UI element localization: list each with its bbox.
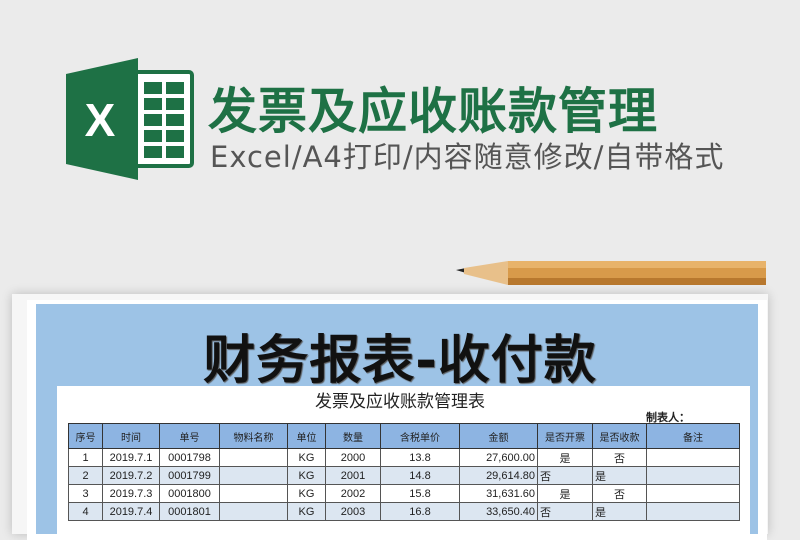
table-cell[interactable]: 29,614.80 [459,466,538,485]
table-cell[interactable]: KG [287,448,326,467]
table-cell[interactable]: 16.8 [380,502,460,521]
table-cell[interactable]: 是 [592,466,647,485]
column-header: 金额 [459,423,538,449]
table-cell[interactable]: 否 [592,448,647,467]
table-cell[interactable]: KG [287,502,326,521]
banner-title: 发票及应收账款管理 [208,83,659,140]
table-cell[interactable]: 13.8 [380,448,460,467]
table-cell[interactable]: 2 [68,466,103,485]
table-cell[interactable]: 1 [68,448,103,467]
column-header: 是否开票 [537,423,593,449]
table-cell[interactable]: 是 [537,448,593,467]
table-cell[interactable]: KG [287,484,326,503]
column-header: 时间 [102,423,160,449]
table-cell[interactable] [219,484,288,503]
maker-label: 制表人： [646,411,690,424]
table-cell[interactable]: 15.8 [380,484,460,503]
table-cell[interactable]: 否 [537,502,593,521]
table-cell[interactable]: 2003 [325,502,381,521]
banner-subtitle: Excel/A4打印/内容随意修改/自带格式 [210,140,725,174]
svg-text:X: X [85,94,116,146]
table-cell[interactable]: 3 [68,484,103,503]
table-row: 4 2019.7.4 0001801 KG 2003 16.8 33,650.40 否是 [68,502,740,521]
table-row: 1 2019.7.1 0001798 KG 2000 13.8 27,600.00 是否 [68,448,740,467]
column-header: 是否收款 [592,423,647,449]
table-cell[interactable]: 是 [537,484,593,503]
table-cell[interactable] [646,484,740,503]
table-cell[interactable] [646,448,740,467]
table-cell[interactable] [646,466,740,485]
column-header: 备注 [646,423,740,449]
table-cell[interactable] [646,502,740,521]
table-cell[interactable]: 2001 [325,466,381,485]
table-cell[interactable]: 27,600.00 [459,448,538,467]
table-cell[interactable] [219,448,288,467]
table-cell[interactable]: 否 [537,466,593,485]
table-cell[interactable]: 2019.7.1 [102,448,160,467]
table-cell[interactable]: 0001799 [159,466,220,485]
column-header: 单号 [159,423,220,449]
table-cell[interactable] [219,466,288,485]
table-cell[interactable]: 31,631.60 [459,484,538,503]
table-cell[interactable]: 否 [592,484,647,503]
table-cell[interactable]: 2002 [325,484,381,503]
table-cell[interactable]: 14.8 [380,466,460,485]
report-title: 财务报表-收付款 [203,331,597,391]
column-header: 单位 [287,423,326,449]
table-cell[interactable]: 0001801 [159,502,220,521]
table-cell[interactable]: 是 [592,502,647,521]
table-cell[interactable]: 2019.7.3 [102,484,160,503]
column-header: 物料名称 [219,423,288,449]
table-cell[interactable]: 2000 [325,448,381,467]
excel-logo-icon: X [66,58,194,180]
table-cell[interactable]: KG [287,466,326,485]
table-title: 发票及应收账款管理表 [315,392,485,412]
table-cell[interactable]: 4 [68,502,103,521]
column-header: 数量 [325,423,381,449]
table-cell[interactable]: 0001800 [159,484,220,503]
table-cell[interactable]: 33,650.40 [459,502,538,521]
table-cell[interactable]: 2019.7.4 [102,502,160,521]
column-header: 序号 [68,423,103,449]
pencil-icon [456,261,766,285]
invoice-table: 序号 时间 单号 物料名称 单位 数量 含税单价 金额 是否开票 是否收款 备注 1 2019.7.1… [68,423,740,521]
table-cell[interactable]: 0001798 [159,448,220,467]
header-row: 序号 时间 单号 物料名称 单位 数量 含税单价 金额 是否开票 是否收款 备注 [68,423,740,449]
table-row: 2 2019.7.2 0001799 KG 2001 14.8 29,614.80 否是 [68,466,740,485]
column-header: 含税单价 [380,423,460,449]
table-row: 3 2019.7.3 0001800 KG 2002 15.8 31,631.60 是否 [68,484,740,503]
table-cell[interactable] [219,502,288,521]
table-cell[interactable]: 2019.7.2 [102,466,160,485]
